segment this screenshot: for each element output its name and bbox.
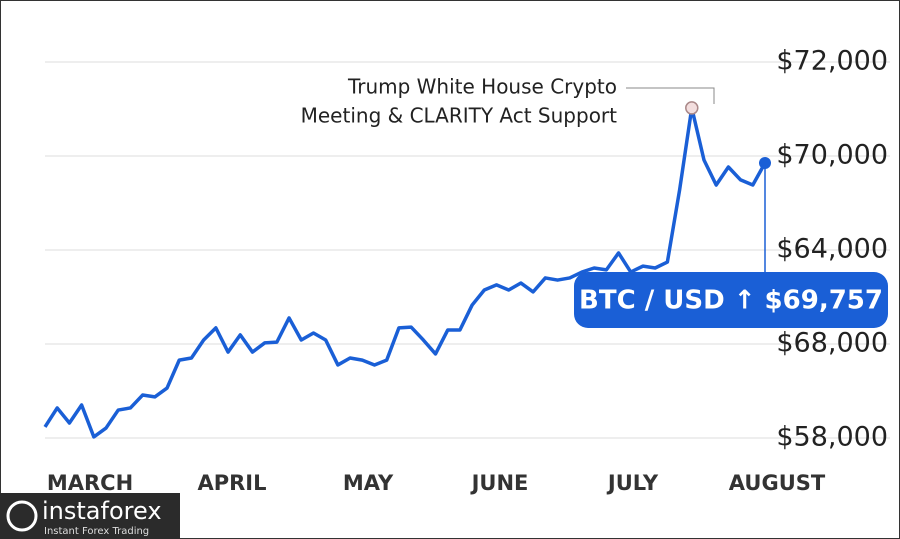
x-tick-label: JUNE [470,471,529,495]
annotation-leader [626,87,715,104]
annotation-line: Meeting & CLARITY Act Support [301,104,618,128]
price-badge [574,272,888,328]
peak-marker [685,101,699,115]
price-label: BTC / USD ↑ $69,757 [579,286,883,316]
x-tick-label: MARCH [47,471,133,495]
last-point [759,156,771,169]
x-tick-label: JULY [606,471,659,495]
y-tick-label: $70,000 [776,140,888,171]
x-tick-label: MAY [343,471,394,495]
y-tick-label: $72,000 [776,46,888,77]
y-tick-label: $58,000 [776,422,888,453]
x-tick-label: AUGUST [729,471,826,495]
x-tick-label: APRIL [197,471,266,495]
logo-tagline: Instant Forex Trading [44,526,149,537]
annotation-line: Trump White House Crypto [347,75,617,99]
logo-icon [6,500,38,532]
logo: instaforex Instant Forex Trading [0,493,180,539]
logo-name: instaforex [42,497,162,525]
y-tick-label: $68,000 [776,328,888,359]
y-tick-label: $64,000 [776,234,888,265]
logo-bg [0,493,180,539]
price-line [43,106,767,439]
